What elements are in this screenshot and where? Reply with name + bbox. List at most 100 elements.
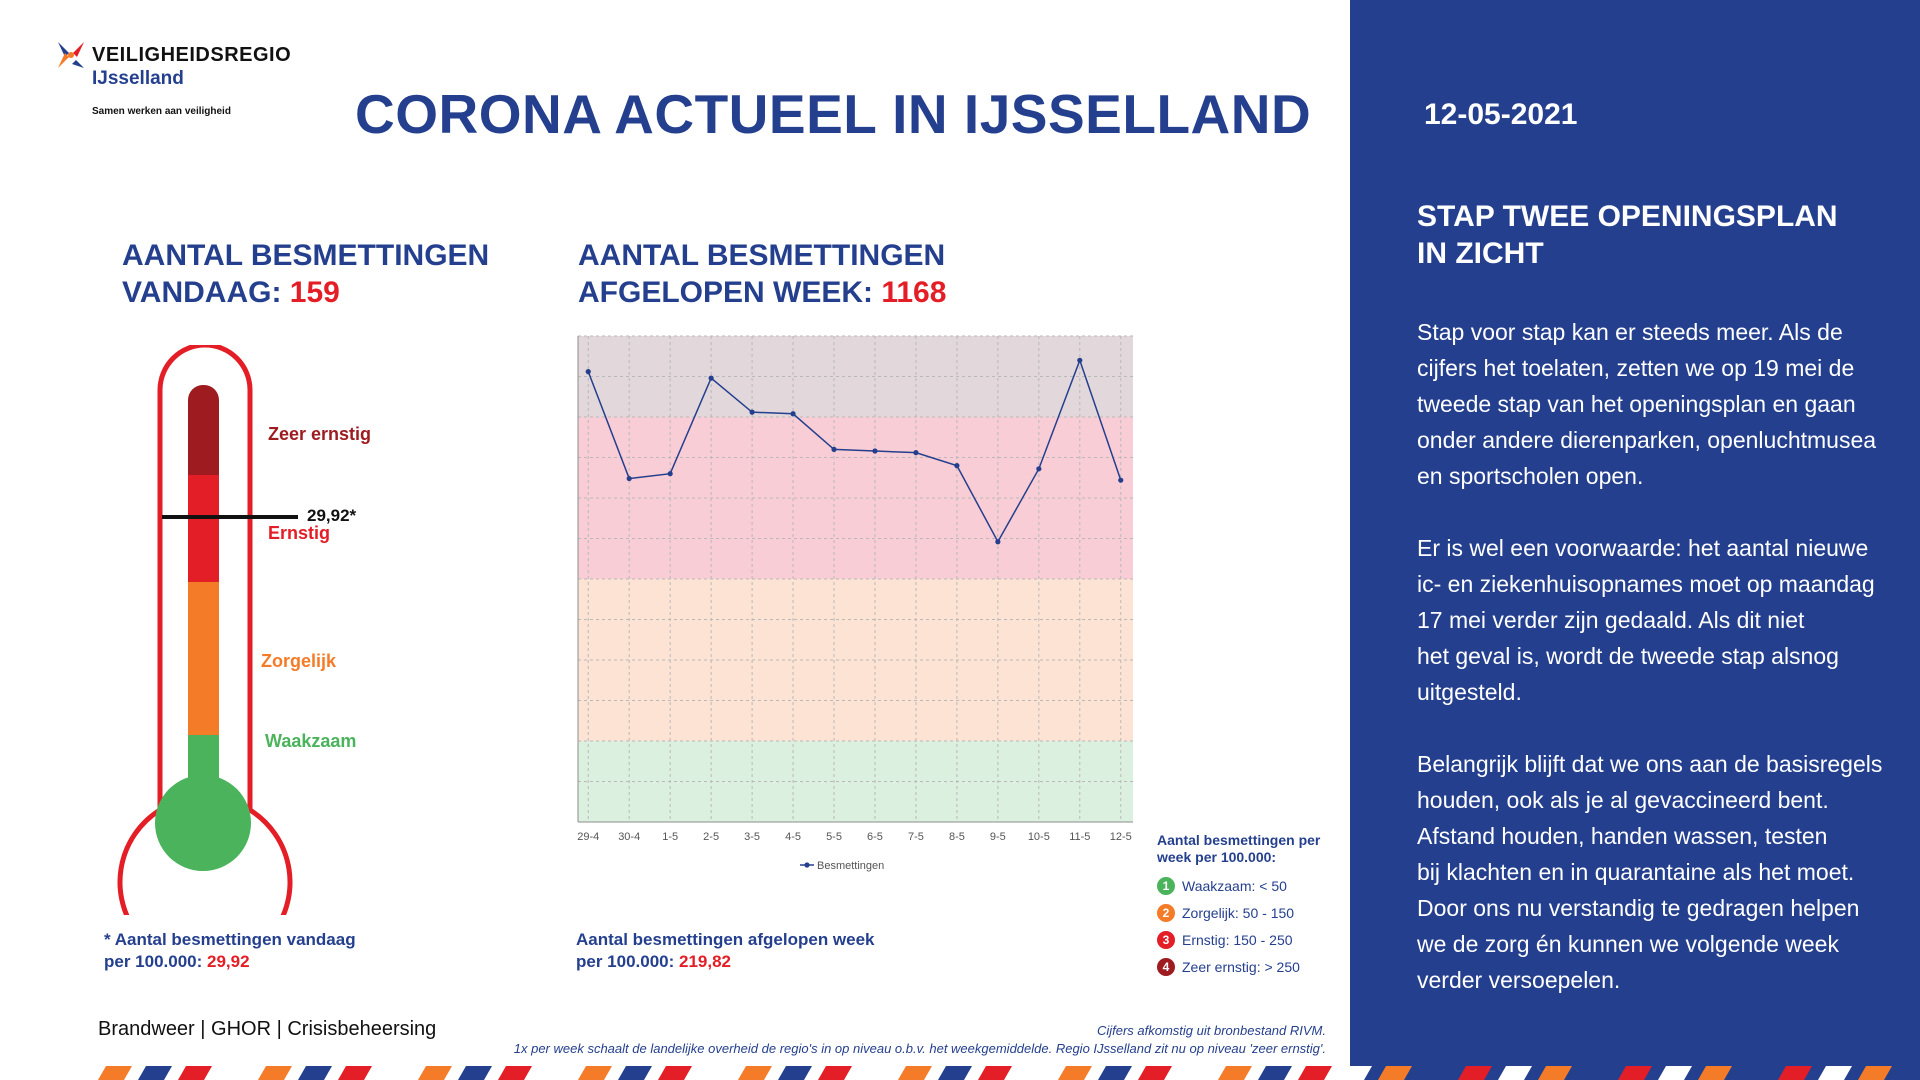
series-line-besmettingen — [587, 358, 1122, 544]
data-point — [954, 463, 960, 469]
stripe-segment — [1098, 1066, 1132, 1080]
thermometer-graphic — [117, 342, 298, 970]
stripe-segment — [818, 1066, 852, 1080]
legend-number-2: 2 — [1157, 903, 1175, 922]
stripe-segment — [1018, 1066, 1052, 1080]
data-point — [1118, 477, 1124, 483]
legend-item-label: Ernstig: 150 - 250 — [1182, 931, 1293, 948]
today-heading-line2: VANDAAG: 159 — [122, 274, 489, 311]
data-point — [1036, 466, 1042, 472]
x-tick-label: 11-5 — [1069, 831, 1090, 843]
stripe-segment — [418, 1066, 452, 1080]
data-point — [708, 375, 714, 381]
sidebar-paragraph-1: Stap voor stap kan er steeds meer. Als d… — [1417, 314, 1876, 494]
paragraph-line: onder andere dierenparken, openluchtmuse… — [1417, 427, 1877, 453]
legend-number-4: 4 — [1157, 957, 1175, 976]
week-per-100k-note: Aantal besmettingen afgelopen week per 1… — [576, 929, 875, 973]
stripe-segment — [978, 1066, 1012, 1080]
legend-item-waakzaam: 1 Waakzaam: < 50 — [1157, 872, 1337, 899]
week-note-line1: Aantal besmettingen afgelopen week — [576, 930, 875, 949]
stripe-segment — [1458, 1066, 1492, 1080]
x-tick-label: 3-5 — [744, 831, 760, 843]
main-panel: VEILIGHEIDSREGIO IJsselland Samen werken… — [58, 42, 1337, 1058]
stripe-segment — [1138, 1066, 1172, 1080]
data-point — [626, 475, 632, 482]
paragraph-line: Stap voor stap kan er steeds meer. Als d… — [1417, 319, 1843, 345]
week-heading-prefix: AFGELOPEN WEEK: — [578, 276, 882, 309]
zone-label-zorgelijk: Zorgelijk — [261, 651, 337, 671]
stripe-segment — [1698, 1066, 1732, 1080]
x-tick-label: 29-4 — [577, 831, 599, 843]
footer-organisations: Brandweer | GHOR | Crisisbeheersing — [98, 1018, 437, 1040]
data-point — [667, 471, 673, 477]
stripe-segment — [1418, 1066, 1452, 1080]
thermometer-marker-label: 29,92* — [307, 506, 357, 525]
footer-source-note: Cijfers afkomstig uit bronbestand RIVM. … — [514, 1022, 1326, 1058]
x-tick-label: 8-5 — [949, 831, 965, 843]
paragraph-line: Afstand houden, handen wassen, testen — [1417, 823, 1828, 849]
data-point — [872, 448, 878, 454]
report-date: 12-05-2021 — [1424, 98, 1578, 131]
veiligheidsregio-logo-icon — [58, 42, 84, 68]
x-tick-label: 9-5 — [990, 831, 1006, 843]
zone-label-ernstig: Ernstig — [268, 523, 331, 543]
week-per-100k-value: 219,82 — [679, 952, 732, 971]
data-point — [913, 450, 919, 456]
paragraph-line: en sportscholen open. — [1417, 463, 1644, 489]
stripe-segment — [1778, 1066, 1812, 1080]
paragraph-line: Er is wel een voorwaarde: het aantal nie… — [1417, 535, 1869, 561]
paragraph-line: ic- en ziekenhuisopnames moet op maandag — [1417, 571, 1875, 597]
paragraph-line: tweede stap van het openingsplan en gaan — [1417, 391, 1856, 417]
stripe-segment — [338, 1066, 372, 1080]
paragraph-line: 17 mei verder zijn gedaald. Als dit niet — [1417, 607, 1805, 633]
paragraph-line: cijfers het toelaten, zetten we op 19 me… — [1417, 355, 1855, 381]
level-legend-title-line1: Aantal besmettingen per — [1157, 832, 1321, 848]
stripe-segment — [1058, 1066, 1092, 1080]
stripe-segment — [1178, 1066, 1212, 1080]
stripe-segment — [298, 1066, 332, 1080]
x-tick-label: 7-5 — [908, 831, 924, 843]
today-heading: AANTAL BESMETTINGEN VANDAAG: 159 — [122, 237, 489, 311]
x-tick-label: 30-4 — [618, 831, 640, 843]
legend-item-ernstig: 3 Ernstig: 150 - 250 — [1157, 926, 1337, 953]
paragraph-line: Door ons nu verstandig te gedragen helpe… — [1417, 895, 1860, 921]
data-point — [995, 539, 1001, 545]
week-heading-line1: AANTAL BESMETTINGEN — [578, 239, 946, 272]
stripe-segment — [1338, 1066, 1372, 1080]
weekly-line-chart: 29-4 30-4 1-5 2-5 3-5 4-5 5-5 6-5 7-5 8-5 9-5 10-5 1… — [560, 330, 1160, 890]
zone-bar-zeer-ernstig — [188, 385, 219, 475]
x-tick-label: 2-5 — [703, 831, 719, 843]
data-point — [790, 411, 796, 417]
today-note-line2: per 100.000: 29,92 — [104, 951, 356, 973]
level-legend-title: Aantal besmettingen per week per 100.000… — [1157, 832, 1337, 866]
footer-source-line1: Cijfers afkomstig uit bronbestand RIVM. — [1096, 1023, 1326, 1038]
sidebar-title-line2: IN ZICHT — [1417, 237, 1544, 270]
stripe-segment — [98, 1066, 132, 1080]
x-tick-label: 1-5 — [662, 831, 678, 843]
paragraph-line: we de zorg én kunnen we volgende week — [1417, 931, 1839, 957]
stripe-segment — [1658, 1066, 1692, 1080]
stripe-segment — [1738, 1066, 1772, 1080]
stripe-segment — [658, 1066, 692, 1080]
logo-subtitle: IJsselland — [92, 68, 184, 89]
stripe-segment — [1258, 1066, 1292, 1080]
legend-series-label: Besmettingen — [817, 860, 884, 872]
stripe-segment — [458, 1066, 492, 1080]
paragraph-line: houden, ook als je al gevaccineerd bent. — [1417, 787, 1829, 813]
x-tick-label: 5-5 — [826, 831, 842, 843]
news-sidebar: 12-05-2021 STAP TWEE OPENINGSPLAN IN ZIC… — [1350, 0, 1920, 1080]
stripe-segment — [1578, 1066, 1612, 1080]
legend-item-zeer-ernstig: 4 Zeer ernstig: > 250 — [1157, 953, 1337, 980]
today-per-100k-value: 29,92 — [207, 952, 250, 971]
data-point — [749, 409, 755, 415]
stripe-segment — [938, 1066, 972, 1080]
stripe-segment — [1898, 1066, 1920, 1080]
stripe-segment — [738, 1066, 772, 1080]
sidebar-title-line1: STAP TWEE OPENINGSPLAN — [1417, 200, 1838, 233]
stripe-segment — [1818, 1066, 1852, 1080]
x-tick-label: 12-5 — [1110, 831, 1132, 843]
paragraph-line: verder versoepelen. — [1417, 967, 1621, 993]
data-point — [1077, 357, 1083, 363]
stripe-segment — [538, 1066, 572, 1080]
stripe-segment — [378, 1066, 412, 1080]
